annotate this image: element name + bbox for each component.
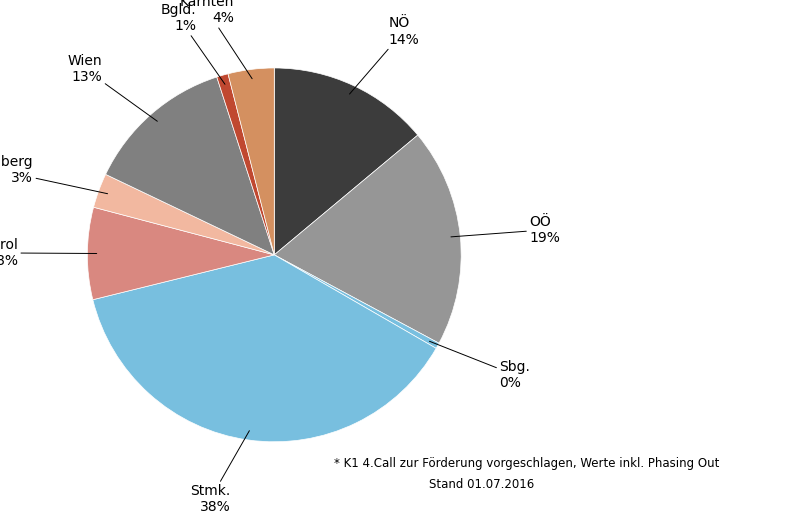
Wedge shape — [274, 68, 417, 255]
Text: Stand 01.07.2016: Stand 01.07.2016 — [429, 478, 534, 491]
Text: Sbg.
0%: Sbg. 0% — [429, 341, 530, 390]
Text: Vorarlberg
3%: Vorarlberg 3% — [0, 155, 107, 194]
Wedge shape — [274, 135, 461, 343]
Text: Tirol
8%: Tirol 8% — [0, 238, 97, 268]
Text: Kärnten
4%: Kärnten 4% — [180, 0, 252, 79]
Text: Stmk.
38%: Stmk. 38% — [190, 431, 250, 514]
Wedge shape — [94, 174, 274, 255]
Text: * K1 4.Call zur Förderung vorgeschlagen, Werte inkl. Phasing Out: * K1 4.Call zur Förderung vorgeschlagen,… — [334, 457, 719, 470]
Wedge shape — [274, 255, 439, 348]
Text: Wien
13%: Wien 13% — [68, 54, 157, 121]
Text: OÖ
19%: OÖ 19% — [451, 215, 560, 245]
Wedge shape — [87, 207, 274, 299]
Wedge shape — [106, 77, 274, 255]
Wedge shape — [228, 68, 274, 255]
Wedge shape — [217, 74, 274, 255]
Text: NÖ
14%: NÖ 14% — [350, 16, 419, 94]
Wedge shape — [93, 255, 436, 442]
Text: Bgld.
1%: Bgld. 1% — [161, 3, 225, 84]
